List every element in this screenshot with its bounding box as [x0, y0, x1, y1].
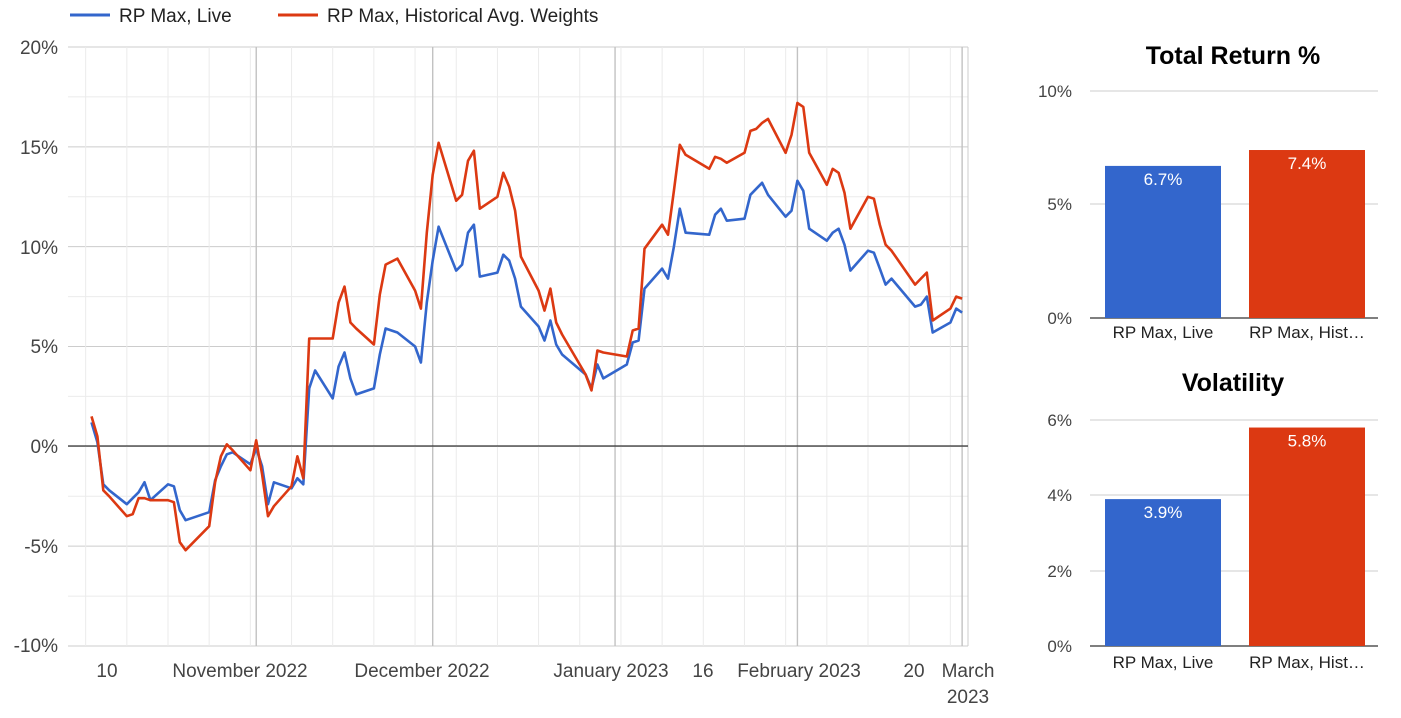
- legend-item-historical[interactable]: RP Max, Historical Avg. Weights: [278, 6, 598, 27]
- y-tick-label: 6%: [1047, 411, 1072, 430]
- legend-label-live: RP Max, Live: [119, 6, 232, 27]
- x-tick-label: December 2022: [354, 661, 489, 682]
- legend-label-historical: RP Max, Historical Avg. Weights: [327, 6, 598, 27]
- line-chart-grid: [68, 46, 969, 647]
- x-tick-label: February 2023: [737, 661, 861, 682]
- y-tick-label: 10%: [20, 238, 58, 259]
- y-tick-label: 0%: [1047, 637, 1072, 656]
- x-tick-label: 2023: [947, 687, 989, 708]
- volatility-bar-live[interactable]: [1105, 499, 1221, 646]
- total-return-value-label-historical: 7.4%: [1288, 154, 1327, 173]
- x-tick-label: March: [942, 661, 995, 682]
- line-chart-series: [90, 101, 963, 552]
- line-chart-y-axis: 20% 15% 10% 5% 0% -5% -10%: [14, 38, 58, 657]
- y-tick-label: 15%: [20, 138, 58, 159]
- x-tick-label: November 2022: [172, 661, 307, 682]
- total-return-title: Total Return %: [1146, 42, 1321, 70]
- x-tick-label: January 2023: [553, 661, 668, 682]
- volatility-title: Volatility: [1182, 369, 1284, 397]
- y-tick-label: 10%: [1038, 82, 1072, 101]
- legend-item-live[interactable]: RP Max, Live: [70, 6, 232, 27]
- line-chart-x-axis: 10 November 2022 December 2022 January 2…: [96, 661, 994, 708]
- x-tick-label: 10: [96, 661, 117, 682]
- volatility-value-label-live: 3.9%: [1144, 503, 1183, 522]
- category-label: RP Max, Hist…: [1249, 653, 1365, 672]
- x-tick-label: 20: [903, 661, 924, 682]
- y-tick-label: 0%: [1047, 309, 1072, 328]
- total-return-bar-historical[interactable]: [1249, 150, 1365, 318]
- y-tick-label: 4%: [1047, 486, 1072, 505]
- total-return-value-label-live: 6.7%: [1144, 170, 1183, 189]
- category-label: RP Max, Live: [1113, 323, 1214, 342]
- y-tick-label: 5%: [31, 337, 59, 358]
- legend: RP Max, Live RP Max, Historical Avg. Wei…: [70, 6, 598, 27]
- total-return-bar-live[interactable]: [1105, 165, 1221, 318]
- y-tick-label: -5%: [24, 537, 58, 558]
- series-line-historical[interactable]: [90, 101, 963, 552]
- y-tick-label: 20%: [20, 38, 58, 59]
- category-label: RP Max, Live: [1113, 653, 1214, 672]
- x-tick-label: 16: [692, 661, 713, 682]
- y-tick-label: 5%: [1047, 195, 1072, 214]
- y-tick-label: -10%: [14, 636, 58, 657]
- line-chart: 20% 15% 10% 5% 0% -5% -10% 10 November 2…: [14, 38, 995, 708]
- volatility-bar-historical[interactable]: [1249, 427, 1365, 646]
- total-return-chart: Total Return % 10% 5% 0% 6.7% 7.4% RP Ma…: [1038, 42, 1378, 342]
- y-tick-label: 2%: [1047, 562, 1072, 581]
- volatility-chart: Volatility 6% 4% 2% 0% 3.9% 5.8% RP Max,…: [1047, 369, 1378, 672]
- y-tick-label: 0%: [31, 437, 59, 458]
- volatility-value-label-historical: 5.8%: [1288, 432, 1327, 451]
- category-label: RP Max, Hist…: [1249, 323, 1365, 342]
- series-line-live[interactable]: [90, 179, 963, 522]
